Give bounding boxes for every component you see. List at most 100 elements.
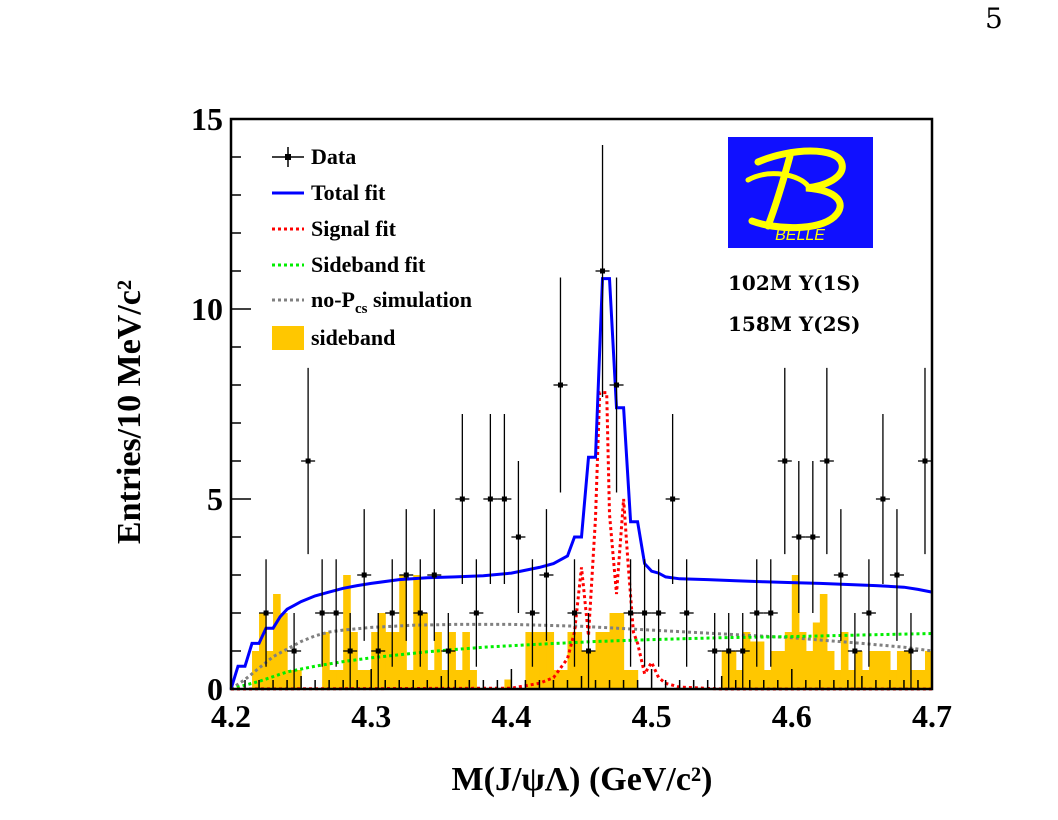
sideband-bar bbox=[609, 613, 618, 689]
x-tick-label: 4.7 bbox=[912, 698, 952, 734]
legend-label-signal-fit: Signal fit bbox=[311, 216, 397, 241]
page-number: 5 bbox=[985, 2, 1003, 35]
y-tick-label: 5 bbox=[207, 481, 223, 517]
sideband-bar bbox=[427, 670, 435, 689]
sideband-bar bbox=[749, 641, 758, 689]
sideband-bar bbox=[917, 670, 926, 689]
data-point bbox=[469, 559, 484, 667]
sideband-bar bbox=[728, 651, 737, 689]
x-tick-labels: 4.2 4.3 4.4 4.5 4.6 4.7 bbox=[211, 698, 952, 734]
data-point bbox=[371, 613, 386, 689]
sideband-bar bbox=[546, 632, 555, 689]
sideband-bar bbox=[294, 670, 302, 689]
sideband-bar bbox=[819, 594, 828, 689]
legend-sideband-icon bbox=[272, 326, 304, 350]
sideband-bar bbox=[560, 670, 569, 689]
data-point bbox=[665, 414, 680, 584]
sideband-bar bbox=[399, 575, 407, 689]
data-point bbox=[735, 613, 750, 689]
data-point bbox=[511, 461, 526, 613]
sideband-bar bbox=[287, 670, 295, 689]
sideband-bar bbox=[532, 632, 541, 689]
sideband-bar bbox=[420, 613, 428, 689]
sideband-bar bbox=[784, 632, 793, 689]
data-point bbox=[707, 613, 722, 689]
data-point bbox=[385, 559, 400, 667]
sideband-bar bbox=[721, 651, 730, 689]
sideband-bar bbox=[581, 651, 590, 689]
sideband-bar bbox=[336, 670, 344, 689]
data-point bbox=[539, 509, 554, 641]
belle-logo-text: BELLE bbox=[775, 227, 825, 244]
data-point bbox=[413, 559, 428, 667]
y-axis-title: Entries/10 MeV/c² bbox=[111, 280, 148, 544]
belle-logo: BELLE bbox=[728, 137, 873, 248]
sideband-bar bbox=[896, 651, 905, 689]
data-point bbox=[777, 367, 792, 555]
sideband-bar bbox=[406, 670, 414, 689]
sideband-bar bbox=[924, 651, 933, 689]
sideband-bar bbox=[847, 670, 856, 689]
sideband-bar bbox=[525, 632, 534, 689]
data-point bbox=[525, 559, 540, 667]
y-tick-labels: 0 5 10 15 bbox=[191, 101, 223, 707]
legend-label-no-pcs: no-Pcs simulation bbox=[311, 287, 472, 317]
sideband-bar bbox=[833, 670, 842, 689]
legend: Data Total fit Signal fit Sideband fit n… bbox=[272, 144, 472, 350]
sideband-bar bbox=[273, 594, 281, 689]
data-point bbox=[329, 559, 344, 667]
data-point bbox=[721, 613, 736, 689]
sideband-bar bbox=[357, 670, 365, 689]
sideband-bar bbox=[322, 632, 330, 689]
sideband-bar bbox=[280, 613, 288, 689]
sideband-bar bbox=[595, 632, 604, 689]
data-point bbox=[609, 277, 624, 493]
data-point bbox=[315, 559, 330, 667]
data-point bbox=[595, 144, 610, 398]
data-point bbox=[497, 414, 512, 584]
sideband-bar bbox=[392, 632, 400, 689]
data-point bbox=[357, 509, 372, 641]
sideband-bar bbox=[861, 670, 870, 689]
sideband-bar bbox=[567, 632, 576, 689]
y-tick-label: 15 bbox=[191, 101, 223, 137]
data-point bbox=[455, 414, 470, 584]
sideband-bar bbox=[889, 670, 898, 689]
data-point bbox=[763, 559, 778, 667]
sideband-bar bbox=[791, 575, 800, 689]
sideband-bar bbox=[868, 651, 877, 689]
x-tick-label: 4.3 bbox=[351, 698, 391, 734]
data-point bbox=[889, 509, 904, 641]
sideband-bar bbox=[364, 670, 372, 689]
legend-label-total-fit: Total fit bbox=[311, 180, 386, 205]
data-point bbox=[441, 613, 456, 689]
sideband-bar bbox=[903, 651, 912, 689]
sideband-bar bbox=[798, 632, 807, 689]
axis-ticks bbox=[230, 118, 933, 690]
sideband-bar bbox=[756, 641, 765, 689]
sideband-bar bbox=[826, 651, 835, 689]
luminosity-1s: 102M Υ(1S) bbox=[728, 271, 860, 295]
sideband-bar bbox=[448, 632, 456, 689]
data-point bbox=[427, 509, 442, 641]
data-point bbox=[483, 414, 498, 584]
legend-label-sideband-fit: Sideband fit bbox=[311, 252, 426, 277]
sideband-bar bbox=[441, 670, 449, 689]
data-point bbox=[287, 613, 302, 689]
total-fit-curve bbox=[229, 277, 933, 690]
sideband-bar bbox=[777, 651, 786, 689]
sideband-bar bbox=[812, 622, 821, 689]
sideband-bar bbox=[588, 651, 597, 689]
sideband-bar bbox=[539, 632, 548, 689]
data-point bbox=[861, 559, 876, 667]
signal-fit-curve bbox=[230, 391, 932, 691]
sideband-bar bbox=[434, 632, 442, 689]
legend-data-icon bbox=[272, 147, 304, 167]
sideband-histogram bbox=[252, 575, 933, 689]
sideband-bar bbox=[469, 670, 477, 689]
data-point bbox=[581, 613, 596, 689]
data-point bbox=[343, 613, 358, 689]
sideband-bar bbox=[371, 632, 379, 689]
data-point bbox=[833, 509, 848, 641]
